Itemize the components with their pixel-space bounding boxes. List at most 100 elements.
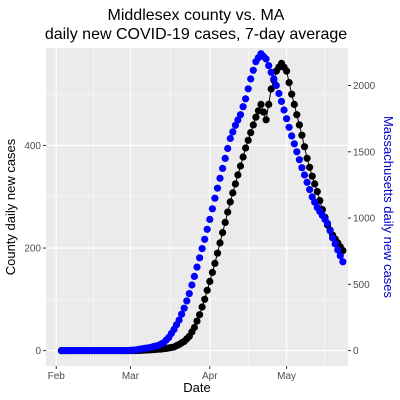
series-1-point: [216, 239, 224, 247]
series-2-point: [201, 235, 209, 243]
series-1-point: [224, 208, 232, 216]
series-1-point: [196, 311, 204, 319]
series-1-point: [193, 317, 201, 325]
series-2-point: [188, 281, 196, 289]
series-1-point: [231, 180, 239, 188]
series-1-point: [293, 111, 301, 119]
series-1-point: [308, 172, 316, 180]
series-1-point: [242, 144, 250, 152]
series-2-point: [190, 272, 198, 280]
series-1-point: [298, 131, 306, 139]
series-2-point: [285, 123, 293, 131]
y-tick-label: 400: [24, 141, 41, 152]
series-1-point: [206, 277, 214, 285]
series-2-point: [196, 254, 204, 262]
series-1-point: [221, 218, 229, 226]
series-1-point: [306, 163, 314, 171]
series-2-point: [270, 75, 278, 83]
series-1-point: [267, 85, 275, 93]
series-2-point: [247, 75, 255, 83]
series-2-point: [267, 68, 275, 76]
series-2-point: [239, 103, 247, 111]
series-1-point: [239, 153, 247, 161]
x-tick-label: Apr: [202, 371, 218, 382]
series-2-point: [203, 225, 211, 233]
y-axis-title: County daily new cases: [3, 138, 18, 275]
series-2-point: [295, 156, 303, 164]
series-1-point: [198, 303, 206, 311]
series-1-point: [311, 180, 319, 188]
series-2-point: [272, 81, 280, 90]
series-1-point: [303, 154, 311, 162]
series-2-point: [221, 154, 229, 162]
series-2-point: [336, 252, 344, 260]
y2-tick-label: 2000: [353, 81, 376, 92]
series-1-point: [300, 143, 309, 151]
y2-tick-label: 0: [353, 346, 359, 357]
series-1-point: [247, 129, 255, 137]
chart-title-line-1: Middlesex county vs. MA: [108, 7, 285, 24]
series-2-point: [262, 55, 270, 63]
series-1-point: [219, 229, 227, 237]
series-2-point: [226, 134, 234, 143]
series-1-point: [213, 249, 222, 257]
series-2-point: [242, 95, 250, 103]
series-layer: [57, 50, 347, 355]
series-1-point: [313, 188, 321, 196]
series-1-point: [244, 136, 252, 144]
series-2-point: [306, 186, 314, 194]
y2-axis-title: Massachusetts daily new cases: [381, 116, 396, 299]
series-2-point: [229, 128, 237, 136]
series-2-point: [265, 62, 273, 70]
series-1-point: [234, 171, 242, 179]
series-1-point: [249, 121, 257, 129]
x-axis-title: Date: [183, 380, 210, 395]
series-2-point: [244, 85, 252, 93]
y2-tick-label: 1500: [353, 147, 376, 158]
series-2-point: [185, 290, 193, 298]
series-1-point: [229, 189, 237, 197]
series-2-point: [277, 97, 286, 105]
series-2-point: [206, 215, 214, 223]
series-1-point: [208, 268, 216, 276]
series-2-point: [193, 263, 201, 271]
series-1-point: [252, 113, 260, 121]
series-2-point: [288, 132, 296, 140]
series-2-point: [283, 115, 291, 123]
axis-ticks: Feb Mar Apr May 0 200 400 0 500 1000 1500 2000: [24, 81, 375, 382]
series-2-point: [334, 246, 342, 254]
series-2-point: [208, 205, 216, 213]
series-1-point: [265, 100, 273, 108]
series-1-point: [259, 108, 268, 116]
series-2-point: [329, 234, 337, 242]
series-2-point: [280, 106, 288, 114]
series-2-point: [219, 164, 227, 172]
series-1-point: [288, 90, 296, 98]
x-tick-label: Feb: [48, 371, 66, 382]
series-2-point: [275, 89, 283, 98]
series-2-point: [178, 310, 186, 318]
series-1-point: [201, 295, 209, 303]
series-2-point: [290, 140, 298, 148]
series-2-point: [183, 297, 191, 305]
series-2-point: [339, 258, 347, 266]
series-2-point: [293, 148, 301, 156]
series-1-point: [290, 100, 298, 108]
series-1-point: [211, 259, 219, 267]
series-1-point: [226, 198, 234, 206]
series-2-point: [300, 171, 309, 179]
y2-tick-label: 500: [353, 280, 370, 291]
series-2-point: [175, 316, 183, 324]
x-tick-label: May: [277, 371, 296, 382]
series-1-point: [190, 323, 198, 332]
series-2-point: [303, 178, 311, 186]
y2-tick-label: 1000: [353, 214, 376, 225]
x-tick-label: Mar: [122, 371, 140, 382]
y-tick-label: 200: [24, 244, 41, 255]
series-2-point: [180, 304, 188, 312]
series-2-point: [224, 144, 232, 153]
series-1-point: [262, 116, 270, 124]
series-2-point: [198, 245, 206, 253]
series-1-point: [295, 121, 303, 129]
